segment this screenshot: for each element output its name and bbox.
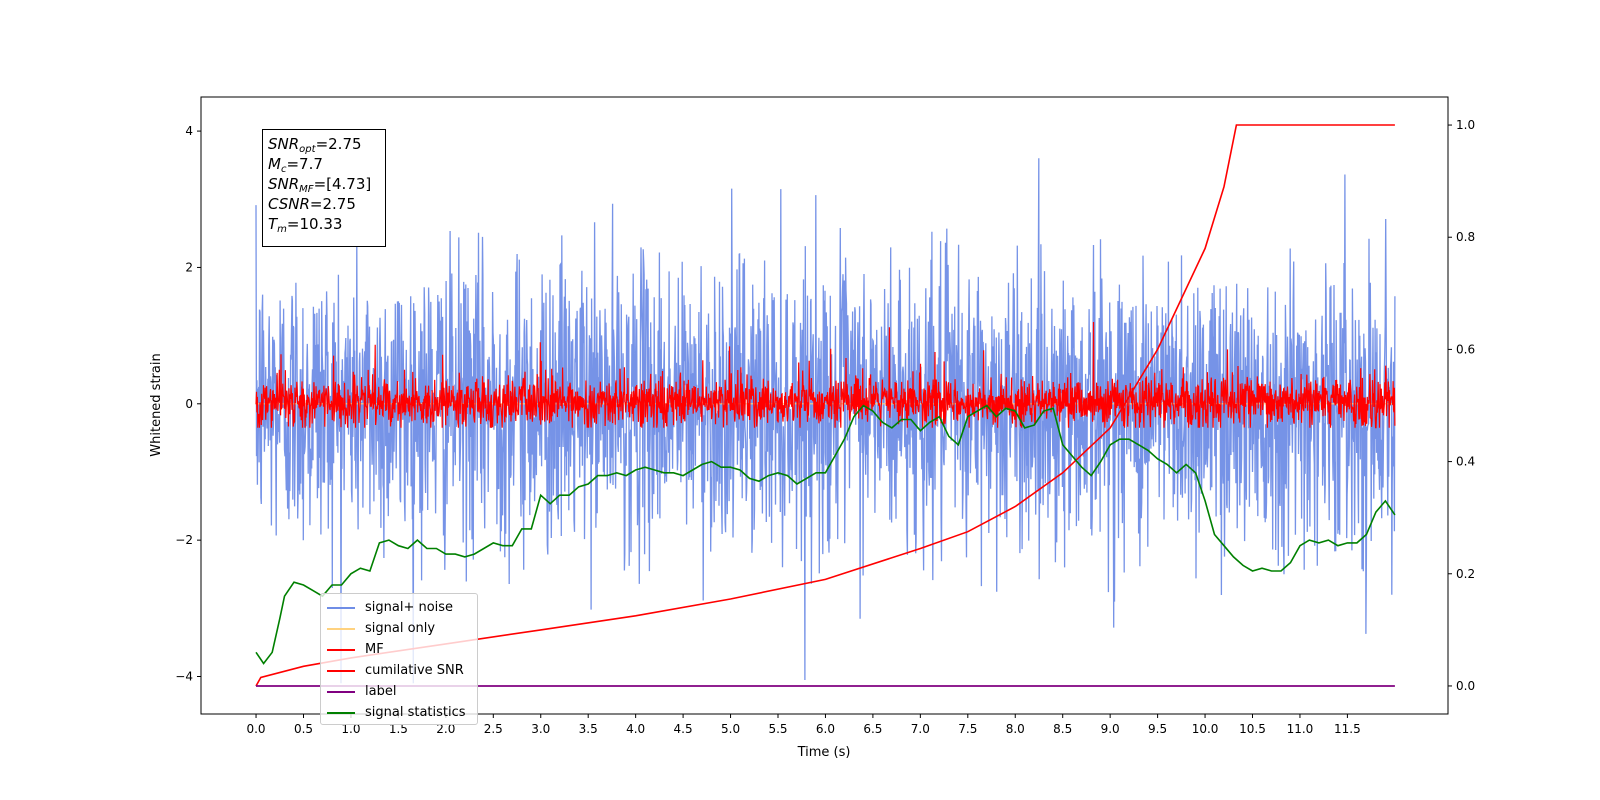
y-right-tick-label: 0.0 (1456, 679, 1475, 693)
legend-label: signal statistics (365, 705, 466, 720)
y-right-tick-label: 1.0 (1456, 118, 1475, 132)
chirp-mass-line: Mc=7.7 (268, 155, 323, 175)
legend-swatch (327, 606, 355, 609)
snr-mf-line: SNRMF=[4.73] (268, 175, 372, 195)
x-tick-label: 11.5 (1334, 722, 1361, 736)
x-tick-label: 10.5 (1239, 722, 1266, 736)
legend-swatch (327, 627, 355, 630)
y-left-tick-label: 4 (185, 124, 193, 138)
y-axis-label: Whitened strain (149, 353, 164, 456)
y-left-tick-label: 0 (185, 397, 193, 411)
series-signal-statistics (255, 404, 1396, 665)
legend: signal+ noise signal only MF cumilative … (320, 593, 478, 725)
series-signal-noise (255, 158, 1396, 684)
y-left-tick-label: 2 (185, 260, 193, 274)
x-tick-label: 1.0 (341, 722, 360, 736)
legend-item-cumulative-snr: cumilative SNR (327, 660, 471, 681)
y-right-tick-label: 0.6 (1456, 342, 1475, 356)
legend-item-signal-only: signal only (327, 618, 471, 639)
x-tick-label: 1.5 (389, 722, 408, 736)
chirp-mass-value: =7.7 (286, 155, 323, 173)
x-tick-label: 11.0 (1287, 722, 1314, 736)
legend-item-signal-noise: signal+ noise (327, 597, 471, 618)
legend-swatch (327, 690, 355, 693)
y-right-tick-label: 0.8 (1456, 230, 1475, 244)
legend-item-label: label (327, 681, 471, 702)
x-tick-label: 8.5 (1053, 722, 1072, 736)
annotation-box: SNRopt=2.75 Mc=7.7 SNRMF=[4.73] CSNR=2.7… (262, 129, 386, 247)
legend-label: signal only (365, 621, 436, 636)
legend-label: cumilative SNR (365, 663, 464, 678)
y-left-tick-label: −4 (175, 670, 193, 684)
y-axis-right: 1.0 0.8 0.6 0.4 0.2 0.0 (1448, 118, 1475, 693)
snr-opt-line: SNRopt=2.75 (268, 135, 362, 155)
legend-label: label (365, 684, 397, 699)
x-tick-label: 0.0 (246, 722, 265, 736)
y-left-tick-label: −2 (175, 533, 193, 547)
legend-swatch (327, 669, 355, 672)
csnr-value: =2.75 (309, 195, 356, 213)
x-tick-label: 3.0 (531, 722, 550, 736)
x-tick-label: 5.0 (721, 722, 740, 736)
x-tick-label: 0.5 (294, 722, 313, 736)
snr-opt-value: =2.75 (315, 135, 362, 153)
snr-mf-value: =[4.73] (313, 175, 372, 193)
x-tick-label: 4.5 (674, 722, 693, 736)
legend-item-signal-statistics: signal statistics (327, 702, 471, 723)
y-right-tick-label: 0.2 (1456, 567, 1475, 581)
x-tick-label: 6.0 (816, 722, 835, 736)
plot-frame (200, 96, 1449, 715)
x-axis: 0.0 0.5 1.0 1.5 2.0 2.5 3.0 3.5 4.0 4.5 5.0 5.5 6.0 6… (246, 714, 1361, 736)
series-mf (255, 321, 1396, 429)
csnr-line: CSNR=2.75 (268, 195, 356, 213)
y-right-tick-label: 0.4 (1456, 455, 1475, 469)
x-axis-label: Time (s) (797, 745, 851, 760)
y-axis-left: 4 2 0 −2 −4 (175, 124, 201, 684)
x-tick-label: 8.0 (1006, 722, 1025, 736)
x-tick-label: 5.5 (768, 722, 787, 736)
tm-value: =10.33 (286, 215, 343, 233)
x-tick-label: 4.0 (626, 722, 645, 736)
x-tick-label: 7.0 (911, 722, 930, 736)
legend-swatch (327, 711, 355, 714)
x-tick-label: 7.5 (958, 722, 977, 736)
x-tick-label: 6.5 (863, 722, 882, 736)
legend-label: MF (365, 642, 384, 657)
legend-label: signal+ noise (365, 600, 454, 615)
x-tick-label: 3.5 (579, 722, 598, 736)
x-tick-label: 2.5 (484, 722, 503, 736)
x-tick-label: 10.0 (1192, 722, 1219, 736)
x-tick-label: 9.0 (1101, 722, 1120, 736)
legend-item-mf: MF (327, 639, 471, 660)
legend-swatch (327, 648, 355, 651)
tm-line: Tm=10.33 (268, 215, 343, 235)
x-tick-label: 9.5 (1148, 722, 1167, 736)
x-tick-label: 2.0 (436, 722, 455, 736)
